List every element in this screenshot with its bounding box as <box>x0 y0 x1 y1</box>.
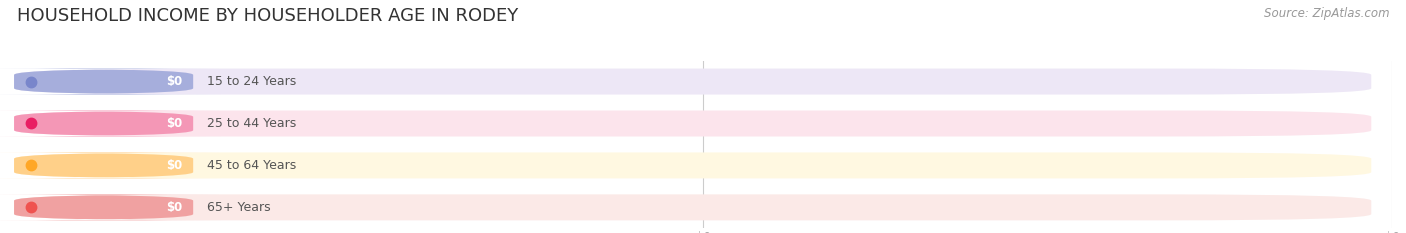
FancyBboxPatch shape <box>0 194 221 220</box>
FancyBboxPatch shape <box>14 194 1371 220</box>
Text: 45 to 64 Years: 45 to 64 Years <box>207 159 297 172</box>
FancyBboxPatch shape <box>14 110 1371 137</box>
FancyBboxPatch shape <box>14 152 1371 178</box>
Text: 65+ Years: 65+ Years <box>207 201 270 214</box>
FancyBboxPatch shape <box>0 152 221 178</box>
FancyBboxPatch shape <box>0 69 221 95</box>
FancyBboxPatch shape <box>0 110 221 137</box>
Text: $0: $0 <box>166 117 183 130</box>
Text: HOUSEHOLD INCOME BY HOUSEHOLDER AGE IN RODEY: HOUSEHOLD INCOME BY HOUSEHOLDER AGE IN R… <box>17 7 519 25</box>
Text: $0: $0 <box>166 75 183 88</box>
Text: $0: $0 <box>166 159 183 172</box>
Text: 15 to 24 Years: 15 to 24 Years <box>207 75 297 88</box>
Text: 25 to 44 Years: 25 to 44 Years <box>207 117 297 130</box>
FancyBboxPatch shape <box>14 69 1371 95</box>
Text: Source: ZipAtlas.com: Source: ZipAtlas.com <box>1264 7 1389 20</box>
Text: $0: $0 <box>166 201 183 214</box>
